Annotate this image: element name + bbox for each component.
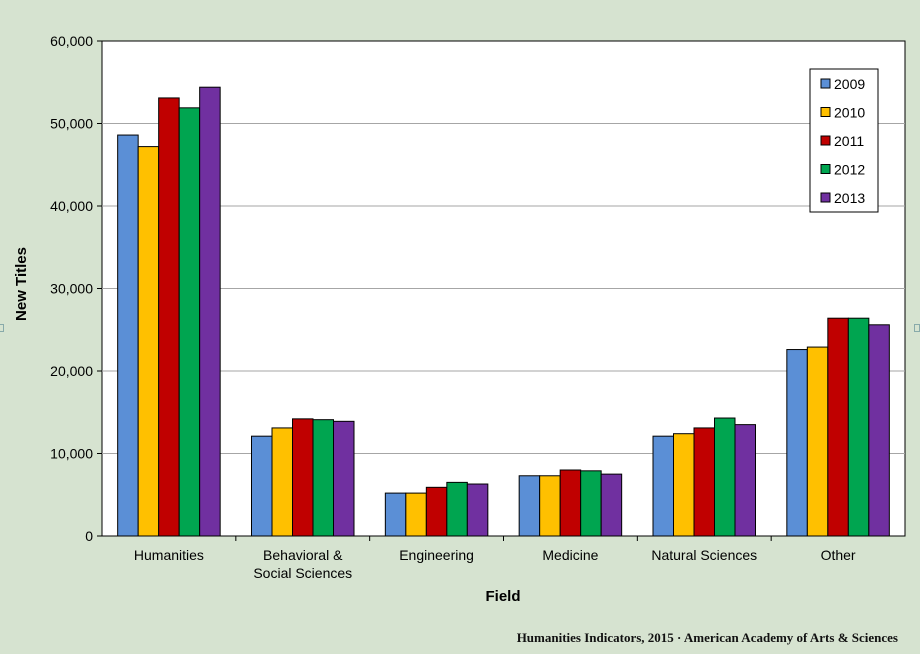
y-tick-label: 10,000 bbox=[50, 446, 93, 462]
bar-2013 bbox=[333, 420, 355, 537]
bars bbox=[117, 86, 890, 537]
frame-handle-right bbox=[914, 324, 920, 332]
bar-2011 bbox=[292, 418, 314, 537]
bar-2010 bbox=[539, 475, 561, 537]
legend-label: 2009 bbox=[834, 76, 865, 92]
legend: 2009 2010 2011 2012 2013 bbox=[809, 68, 879, 213]
x-tick-label: Engineering bbox=[399, 547, 474, 563]
bar-2011 bbox=[693, 427, 715, 537]
bar-2013 bbox=[199, 86, 221, 537]
frame-handle-left bbox=[0, 324, 4, 332]
legend-swatch bbox=[820, 78, 831, 89]
gridlines bbox=[102, 123, 905, 454]
bar-2009 bbox=[384, 492, 407, 537]
legend-label: 2013 bbox=[834, 190, 865, 206]
y-tick-label: 30,000 bbox=[50, 281, 93, 297]
y-tick-label: 0 bbox=[85, 528, 93, 544]
x-tick-label: Social Sciences bbox=[253, 565, 352, 581]
legend-swatch bbox=[820, 192, 831, 203]
bar-2009 bbox=[652, 435, 674, 537]
y-tick-label: 40,000 bbox=[50, 198, 93, 214]
credit-line: Humanities Indicators, 2015 · American A… bbox=[516, 630, 898, 645]
bar-2010 bbox=[673, 433, 695, 537]
x-tick-label: Natural Sciences bbox=[651, 547, 757, 563]
legend-swatch bbox=[820, 107, 831, 117]
legend-swatch bbox=[820, 135, 831, 146]
x-tick-label: Behavioral & bbox=[263, 547, 343, 563]
legend-swatch bbox=[820, 164, 831, 174]
bar-2012 bbox=[847, 317, 870, 537]
bar-2010 bbox=[405, 492, 427, 537]
legend-label: 2010 bbox=[834, 105, 865, 121]
bar-2011 bbox=[827, 317, 849, 537]
x-axis-ticks: Humanities Behavioral & Social Sciences Eng… bbox=[134, 536, 856, 581]
y-tick-label: 60,000 bbox=[50, 33, 93, 49]
y-axis-title: New Titles bbox=[13, 247, 30, 321]
bar-2009 bbox=[518, 475, 541, 537]
bar-2012 bbox=[714, 417, 736, 537]
bar-2012 bbox=[580, 470, 602, 537]
bar-2010 bbox=[271, 427, 293, 537]
legend-label: 2012 bbox=[834, 162, 865, 178]
y-tick-label: 20,000 bbox=[50, 363, 93, 379]
bar-2012 bbox=[312, 419, 334, 537]
x-tick-label: Other bbox=[821, 547, 856, 563]
bar-2010 bbox=[137, 146, 160, 537]
bar-2011 bbox=[158, 97, 180, 537]
bar-2013 bbox=[734, 424, 756, 537]
bar-2013 bbox=[600, 473, 623, 537]
bar-2012 bbox=[446, 481, 468, 537]
bar-2013 bbox=[868, 324, 890, 537]
bar-2010 bbox=[806, 346, 829, 537]
bar-2009 bbox=[251, 435, 273, 537]
bar-2011 bbox=[425, 486, 448, 537]
x-tick-label: Humanities bbox=[134, 547, 204, 563]
x-tick-label: Medicine bbox=[542, 547, 598, 563]
bar-2012 bbox=[178, 107, 201, 537]
x-axis-title: Field bbox=[485, 588, 520, 605]
bar-2009 bbox=[117, 134, 139, 537]
y-tick-label: 50,000 bbox=[50, 116, 93, 132]
bar-2011 bbox=[559, 469, 582, 537]
bar-2009 bbox=[786, 349, 808, 537]
y-axis-ticks: 0 10,000 20,000 30,000 40,000 50,000 60,000 bbox=[50, 33, 102, 544]
legend-label: 2011 bbox=[834, 133, 864, 149]
bar-2013 bbox=[466, 483, 489, 537]
